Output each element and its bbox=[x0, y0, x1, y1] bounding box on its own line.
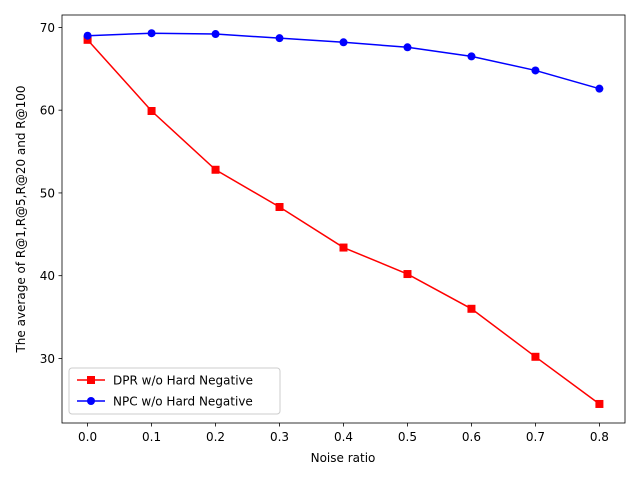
x-tick-label: 0.5 bbox=[398, 430, 417, 444]
series-2-point bbox=[83, 31, 92, 40]
x-tick-label: 0.6 bbox=[462, 430, 481, 444]
axes: 0.0 0.1 0.2 0.3 0.4 0.5 0.6 0.7 0.8 30 40 50 60 70 bbox=[40, 14, 626, 444]
series-2-point bbox=[211, 30, 220, 39]
x-tick-label: 0.1 bbox=[142, 430, 161, 444]
series-1-point bbox=[275, 203, 284, 211]
legend: DPR w/o Hard Negative NPC w/o Hard Negati… bbox=[68, 367, 281, 415]
y-tick-label: 50 bbox=[40, 186, 55, 200]
legend-box bbox=[68, 367, 281, 415]
series-2-point bbox=[339, 38, 348, 47]
y-tick-label: 40 bbox=[40, 269, 55, 283]
series-1-point bbox=[531, 352, 540, 361]
x-tick-label: 0.4 bbox=[334, 430, 353, 444]
series-1-point bbox=[403, 270, 412, 279]
x-tick-label: 0.7 bbox=[526, 430, 545, 444]
y-tick-label: 70 bbox=[40, 21, 55, 35]
series-1-point bbox=[339, 243, 348, 252]
series-2-point bbox=[531, 66, 540, 75]
series-2-point bbox=[147, 29, 156, 38]
legend-label-1: DPR w/o Hard Negative bbox=[113, 374, 253, 388]
legend-label-2: NPC w/o Hard Negative bbox=[113, 395, 253, 409]
series-2-point bbox=[595, 84, 604, 93]
legend-marker-2 bbox=[87, 397, 95, 405]
x-axis-label: Noise ratio bbox=[311, 451, 376, 465]
x-tick-label: 0.0 bbox=[78, 430, 97, 444]
plot-area bbox=[83, 29, 604, 408]
series-1-point bbox=[83, 35, 92, 44]
x-tick-label: 0.3 bbox=[270, 430, 289, 444]
series-1-point bbox=[211, 165, 220, 174]
series-2-point bbox=[275, 34, 284, 43]
series-1-point bbox=[467, 304, 476, 313]
x-tick-label: 0.8 bbox=[590, 430, 609, 444]
legend-marker-1 bbox=[87, 376, 95, 384]
series-1-point bbox=[147, 107, 156, 115]
series-2-point bbox=[403, 43, 412, 52]
series-1-point bbox=[595, 399, 604, 408]
series-2-point bbox=[467, 52, 476, 61]
x-tick-label: 0.2 bbox=[206, 430, 225, 444]
y-axis-label: The average of R@1,R@5,R@20 and R@100 bbox=[14, 85, 28, 353]
y-tick-label: 30 bbox=[40, 352, 55, 366]
y-tick-label: 60 bbox=[40, 104, 55, 118]
